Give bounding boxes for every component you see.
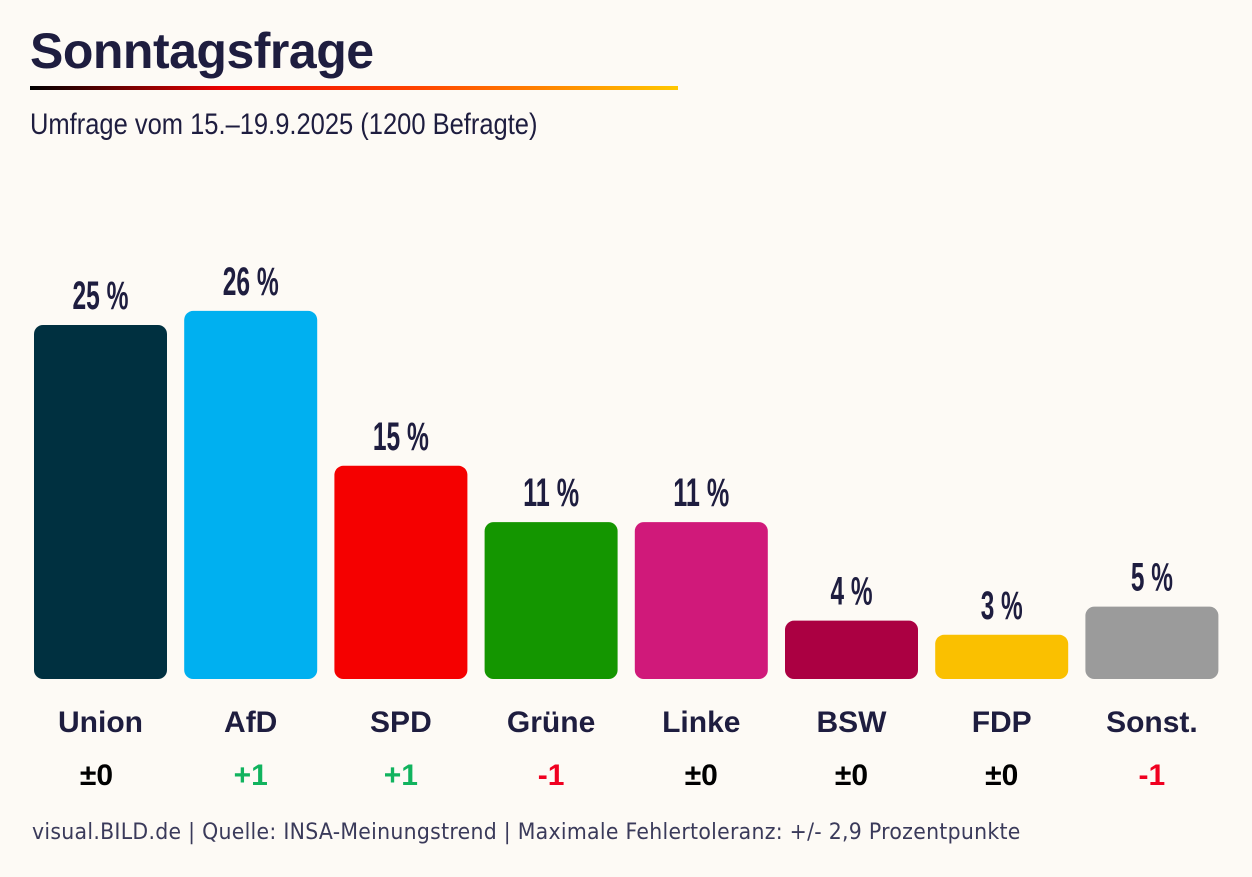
bar xyxy=(484,522,618,679)
category-label: SPD xyxy=(370,706,432,739)
source-footer: visual.BILD.de | Quelle: INSA-Meinungstr… xyxy=(32,820,1021,845)
chart-subtitle: Umfrage vom 15.–19.9.2025 (1200 Befragte… xyxy=(30,108,538,141)
bar xyxy=(34,325,167,679)
bar xyxy=(184,310,318,679)
category-label: Sonst. xyxy=(1106,706,1198,739)
change-label: ±0 xyxy=(985,759,1018,792)
value-label: 4 % xyxy=(831,570,873,614)
change-label: +1 xyxy=(234,759,268,792)
value-label: 15 % xyxy=(373,415,429,459)
value-label: 3 % xyxy=(981,584,1023,628)
category-label: BSW xyxy=(817,706,888,739)
bar xyxy=(634,522,768,679)
value-label: 11 % xyxy=(673,471,729,515)
chart-title: Sonntagsfrage xyxy=(30,23,374,79)
bar xyxy=(1085,606,1219,679)
change-label: -1 xyxy=(538,759,565,792)
value-label: 11 % xyxy=(523,471,579,515)
change-label: ±0 xyxy=(685,759,718,792)
change-label: ±0 xyxy=(835,759,868,792)
value-label: 5 % xyxy=(1131,556,1173,600)
bar xyxy=(334,465,468,679)
category-label: Grüne xyxy=(507,706,595,739)
value-label: 26 % xyxy=(223,260,279,304)
bar xyxy=(785,620,918,679)
change-label: -1 xyxy=(1139,759,1166,792)
category-label: AfD xyxy=(224,706,277,739)
category-label: Linke xyxy=(662,706,740,739)
category-label: FDP xyxy=(972,706,1032,739)
change-label: ±0 xyxy=(80,759,113,792)
bar xyxy=(935,634,1069,679)
category-label: Union xyxy=(58,706,143,739)
value-label: 25 % xyxy=(73,274,129,318)
change-label: +1 xyxy=(384,759,418,792)
title-gradient-rule xyxy=(30,86,678,90)
